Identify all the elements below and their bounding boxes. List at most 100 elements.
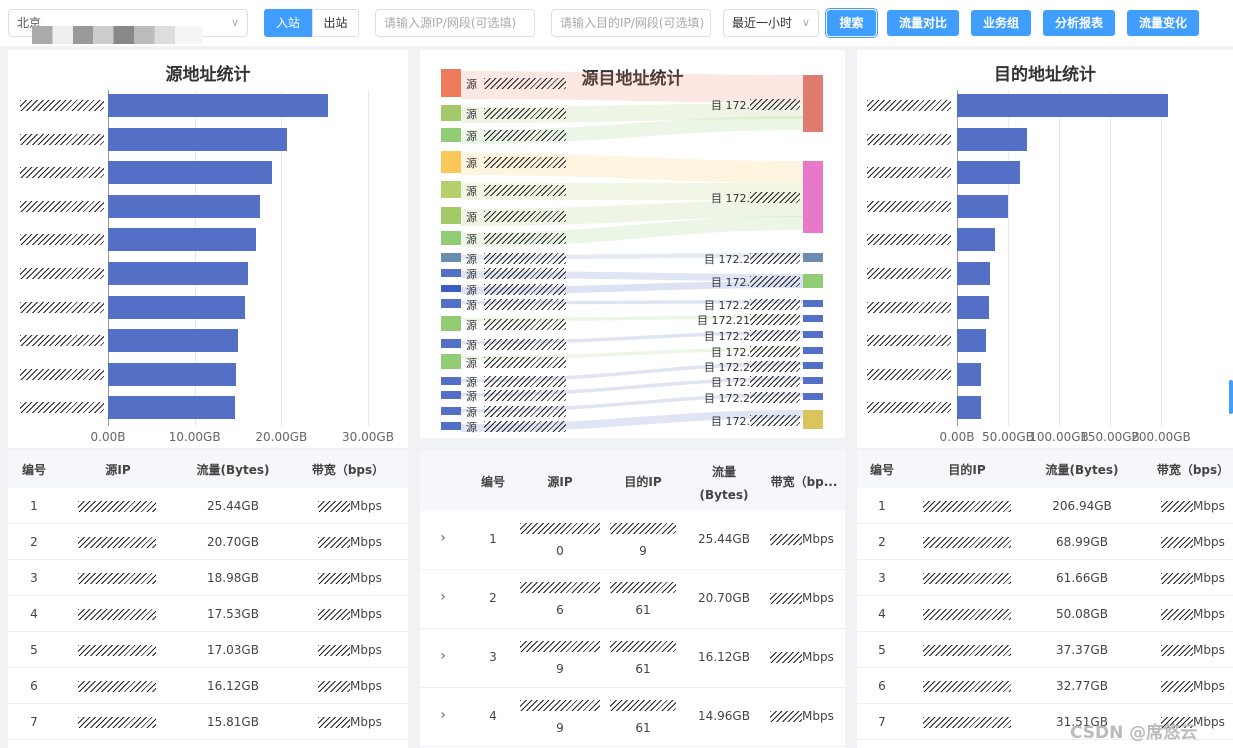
table-row[interactable]: 6 32.77GB Mbps <box>857 668 1233 704</box>
row-bandwidth: Mbps <box>770 532 842 546</box>
sankey-dest-node[interactable] <box>803 377 823 384</box>
sankey-dest-node[interactable] <box>803 347 823 354</box>
table-row[interactable]: 7 31.51GB Mbps <box>857 704 1233 740</box>
bar <box>108 262 248 285</box>
dst-ip-redacted <box>610 523 676 534</box>
row-bandwidth: Mbps <box>318 535 398 549</box>
sankey-source-node[interactable] <box>441 207 461 224</box>
sankey-dest-node[interactable] <box>803 161 823 233</box>
table-row[interactable]: 4 17.53GB Mbps <box>8 596 408 632</box>
sankey-source-node[interactable] <box>441 69 461 97</box>
sankey-source-node[interactable] <box>441 128 461 142</box>
analysis-report-button[interactable]: 分析报表 <box>1043 10 1115 36</box>
sankey-dest-redacted <box>750 329 800 341</box>
sankey-dest-node[interactable] <box>803 331 823 338</box>
y-category-redacted <box>20 167 104 179</box>
time-range-select[interactable]: 最近一小时 ∨ <box>723 9 819 37</box>
sankey-source-label: 源 <box>466 421 477 434</box>
row-no: 2 <box>489 591 497 605</box>
sankey-source-node[interactable] <box>441 354 461 369</box>
watermark: CSDN @席悠云 <box>1070 723 1198 743</box>
y-category-redacted <box>867 301 951 313</box>
table-row[interactable]: 5 17.03GB Mbps <box>8 632 408 668</box>
table-row[interactable]: 7 15.81GB Mbps <box>8 704 408 740</box>
sankey-dest-node[interactable] <box>803 315 823 322</box>
table-row[interactable]: 1 206.94GB Mbps <box>857 488 1233 524</box>
expand-chevron-icon[interactable]: › <box>440 648 446 664</box>
dst-ip-input[interactable]: 请输入目的IP/网段(可选填) <box>551 9 711 37</box>
sankey-source-node[interactable] <box>441 269 461 277</box>
sankey-source-node[interactable] <box>441 377 461 385</box>
sankey-source-node[interactable] <box>441 316 461 331</box>
table-row[interactable]: 3 18.98GB Mbps <box>8 560 408 596</box>
search-button[interactable]: 搜索 <box>827 10 876 36</box>
row-traffic: 61.66GB <box>1056 571 1108 585</box>
src-ip-input[interactable]: 请输入源IP/网段(可选填) <box>375 9 535 37</box>
gridline <box>1008 90 1009 426</box>
expand-chevron-icon[interactable]: › <box>440 589 446 605</box>
row-traffic: 25.44GB <box>207 499 259 513</box>
side-drawer-handle[interactable] <box>1229 380 1233 414</box>
row-traffic: 31.51GB <box>1056 715 1108 729</box>
sankey-source-node[interactable] <box>441 105 461 121</box>
src-ip-redacted <box>520 523 600 534</box>
table-row[interactable]: 6 16.12GB Mbps <box>8 668 408 704</box>
bandwidth-unit: Mbps <box>1193 535 1225 549</box>
row-no: 3 <box>30 571 38 585</box>
sankey-dest-node[interactable] <box>803 300 823 307</box>
sankey-source-label: 源 <box>466 108 477 121</box>
ip-redacted <box>923 537 1011 548</box>
sankey-dest-node[interactable] <box>803 75 823 132</box>
row-bandwidth: Mbps <box>318 571 398 585</box>
bandwidth-redacted <box>318 609 350 620</box>
expand-chevron-icon[interactable]: › <box>440 530 446 546</box>
sankey-source-node[interactable] <box>441 285 461 292</box>
table-row[interactable]: › 4 9 61 14.96GB Mbps <box>420 688 845 747</box>
sankey-source-redacted <box>484 356 566 368</box>
y-category-redacted <box>867 335 951 347</box>
sankey-dest-node[interactable] <box>803 410 823 429</box>
sankey-source-node[interactable] <box>441 407 461 415</box>
table-row[interactable]: 4 50.08GB Mbps <box>857 596 1233 632</box>
table-row[interactable]: › 3 9 61 16.12GB Mbps <box>420 629 845 688</box>
table-row[interactable]: 1 25.44GB Mbps <box>8 488 408 524</box>
sankey-dest-node[interactable] <box>803 253 823 262</box>
bandwidth-unit: Mbps <box>350 715 382 729</box>
sankey-dest-label: 目 172. <box>711 375 750 389</box>
bandwidth-redacted <box>318 645 350 656</box>
ip-redacted <box>923 501 1011 512</box>
table-row[interactable]: 2 68.99GB Mbps <box>857 524 1233 560</box>
sankey-source-node[interactable] <box>441 422 461 430</box>
bandwidth-unit: Mbps <box>1193 715 1225 729</box>
ip-redacted <box>923 609 1011 620</box>
traffic-change-button[interactable]: 流量变化 <box>1127 10 1199 36</box>
sankey-dest-redacted <box>750 414 800 426</box>
y-category-redacted <box>20 301 104 313</box>
bar <box>957 127 1028 151</box>
sankey-source-node[interactable] <box>441 299 461 308</box>
direction-in-toggle[interactable]: 入站 <box>264 9 312 37</box>
sankey-dest-node[interactable] <box>803 393 823 400</box>
sankey-dest-node[interactable] <box>803 362 823 369</box>
bandwidth-redacted <box>1161 501 1193 512</box>
table-row[interactable]: 2 20.70GB Mbps <box>8 524 408 560</box>
table-row[interactable]: › 2 6 61 20.70GB Mbps <box>420 570 845 629</box>
ip-redacted <box>78 645 156 656</box>
sankey-source-node[interactable] <box>441 231 461 245</box>
row-no: 4 <box>489 709 497 723</box>
direction-out-toggle[interactable]: 出站 <box>312 9 359 37</box>
table-row[interactable]: 3 61.66GB Mbps <box>857 560 1233 596</box>
expand-chevron-icon[interactable]: › <box>440 707 446 723</box>
sankey-source-redacted <box>484 108 566 119</box>
sankey-source-node[interactable] <box>441 339 461 348</box>
sankey-source-node[interactable] <box>441 181 461 198</box>
traffic-compare-button[interactable]: 流量对比 <box>887 10 959 36</box>
sankey-source-node[interactable] <box>441 391 461 399</box>
sankey-source-node[interactable] <box>441 253 461 262</box>
sankey-source-node[interactable] <box>441 151 461 173</box>
sankey-dest-node[interactable] <box>803 274 823 288</box>
table-row[interactable]: › 1 0 9 25.44GB Mbps <box>420 511 845 570</box>
table-row[interactable]: 5 37.37GB Mbps <box>857 632 1233 668</box>
business-group-button[interactable]: 业务组 <box>971 10 1031 36</box>
sankey-source-redacted <box>484 78 566 89</box>
